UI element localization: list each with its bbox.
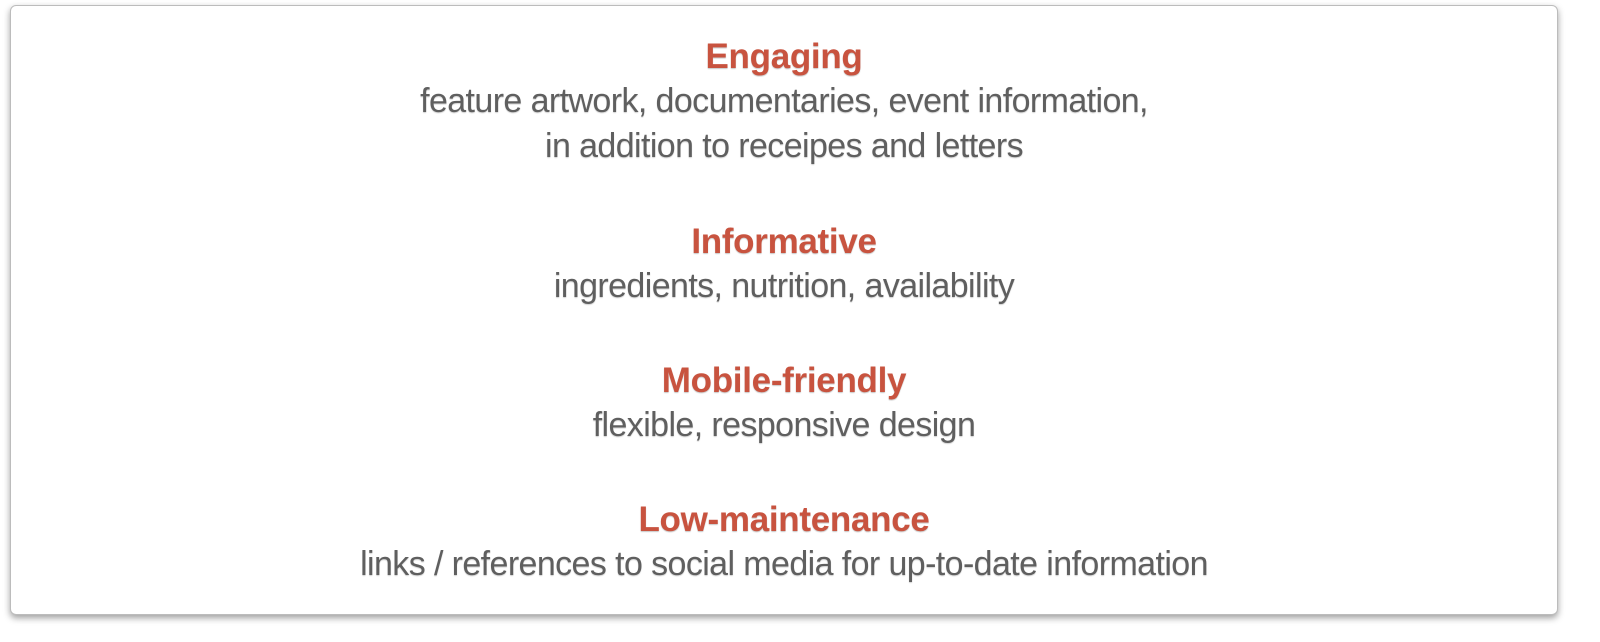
section-heading: Mobile-friendly [661,361,907,400]
section-description-line: links / references to social media for u… [360,545,1208,583]
section-heading: Informative [691,222,877,261]
content-card: Engaging feature artwork, documentaries,… [10,5,1558,615]
section-low-maintenance: Low-maintenance links / references to so… [11,498,1557,587]
section-heading: Engaging [705,37,863,76]
section-description-line: feature artwork, documentaries, event in… [420,82,1148,120]
section-description-line: ingredients, nutrition, availability [553,267,1015,305]
section-description-line: flexible, responsive design [592,406,976,444]
section-mobile-friendly: Mobile-friendly flexible, responsive des… [11,359,1557,448]
section-engaging: Engaging feature artwork, documentaries,… [11,35,1557,169]
section-informative: Informative ingredients, nutrition, avai… [11,220,1557,309]
section-description-line: in addition to receipes and letters [545,127,1024,165]
section-heading: Low-maintenance [638,500,930,539]
